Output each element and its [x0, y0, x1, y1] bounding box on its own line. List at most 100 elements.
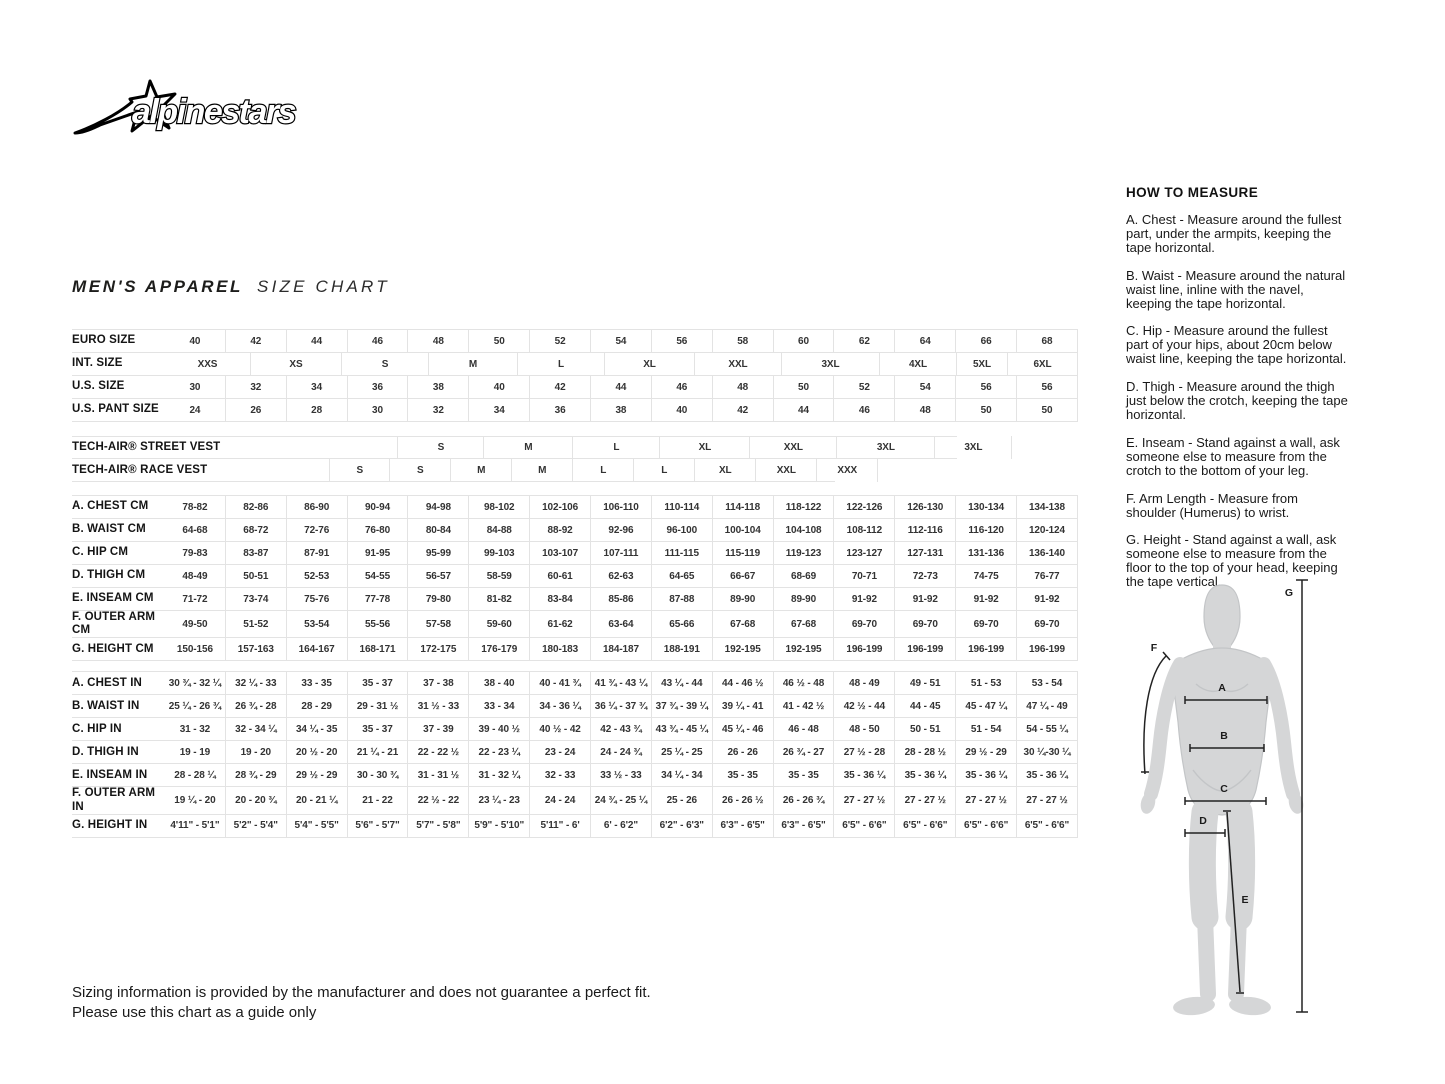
size-cell: 32 [226, 376, 287, 398]
size-cell: 5'11" - 6' [530, 814, 592, 837]
size-cell: 47 ¼ - 49 [1017, 695, 1078, 718]
table-row: EURO SIZE 40 42 44 46 48 50 52 54 56 58 60 62 64 66 68 [72, 330, 1078, 353]
size-cell: 69-70 [956, 611, 1018, 638]
size-cell: XXL [750, 436, 838, 459]
size-cell: 46 ½ - 48 [774, 672, 835, 695]
table-row: B. WAIST IN 25 ¼ - 26 ¾ 26 ¾ - 28 28 - 29 29… [72, 695, 1078, 719]
size-cell: 22 ½ - 22 [408, 787, 470, 814]
size-cell: 31 - 32 [165, 718, 226, 741]
size-cell: 118-122 [774, 496, 835, 518]
size-cell: 26 - 26 ½ [713, 787, 774, 814]
size-cell: 34 [469, 399, 531, 421]
size-cell: 57-58 [408, 611, 470, 638]
size-cell: 50 [469, 330, 531, 352]
size-cell: 53 - 54 [1017, 672, 1078, 695]
size-cell: XXX [817, 459, 879, 482]
size-cell: 77-78 [348, 588, 409, 610]
size-cell: 34 - 36 ¼ [530, 695, 592, 718]
size-cell: 196-199 [956, 638, 1018, 661]
size-cell: 32 - 33 [530, 764, 592, 787]
size-cell: 53-54 [287, 611, 348, 638]
size-cell: 104-108 [774, 519, 835, 541]
table-block: EURO SIZE 40 42 44 46 48 50 52 54 56 58 60 62 64 66 68 I… [72, 329, 1078, 422]
size-cell: 41 - 42 ½ [774, 695, 835, 718]
size-cell: 3XL [837, 436, 936, 459]
size-cell: 35 - 36 ¼ [1017, 764, 1078, 787]
size-cell: 83-84 [530, 588, 592, 610]
size-cell: 51 - 53 [956, 672, 1018, 695]
size-cell: 46 - 48 [774, 718, 835, 741]
row-label: G. HEIGHT IN [72, 819, 148, 832]
size-cell: 115-119 [713, 542, 774, 564]
size-cell: 76-77 [1017, 565, 1078, 587]
size-cell: 68-69 [774, 565, 835, 587]
alpinestars-logo: alpinestars [73, 79, 298, 135]
page-title: MEN'S APPAREL SIZE CHART [72, 277, 390, 297]
size-cell: 25 ¼ - 26 ¾ [165, 695, 226, 718]
size-cell: 119-123 [774, 542, 835, 564]
size-cell: 26 ¾ - 27 [774, 741, 835, 764]
table-row: INT. SIZE XXS XS S M L XL XXL 3XL 4XL 5XL 6XL [72, 353, 1078, 376]
size-cell: 58 [713, 330, 774, 352]
size-cell: 28 - 28 ½ [895, 741, 957, 764]
size-cell: 48 [408, 330, 470, 352]
size-cell: L [518, 353, 605, 375]
size-cell: 120-124 [1017, 519, 1078, 541]
size-cell: 65-66 [652, 611, 713, 638]
diagram-label-d: D [1199, 815, 1207, 827]
size-cell: 66-67 [713, 565, 774, 587]
size-cell: 20 - 21 ¼ [287, 787, 348, 814]
size-cell: 22 - 22 ½ [408, 741, 470, 764]
size-cell: 6'5" - 6'6" [956, 814, 1018, 837]
size-cell: XL [695, 459, 757, 482]
size-cell: 134-138 [1017, 496, 1078, 518]
size-cell: 54 [895, 376, 957, 398]
size-cell: 127-131 [895, 542, 957, 564]
size-cell: 33 - 35 [287, 672, 348, 695]
size-cell: 130-134 [956, 496, 1018, 518]
waist-measure-line [1189, 744, 1265, 752]
row-label: A. CHEST CM [72, 500, 149, 513]
size-cell: 4XL [880, 353, 957, 375]
size-cell: 3XL [782, 353, 880, 375]
size-cell: L [634, 459, 696, 482]
size-cell: 30 - 30 ¾ [348, 764, 409, 787]
size-cell: 38 [591, 399, 652, 421]
footer-disclaimer: Sizing information is provided by the ma… [72, 983, 651, 1024]
size-cell: 32 ¼ - 33 [226, 672, 287, 695]
size-cell: 32 [408, 399, 470, 421]
size-cell: 68 [1017, 330, 1078, 352]
size-cell: 6'2" - 6'3" [652, 814, 713, 837]
row-label: B. WAIST CM [72, 523, 146, 536]
size-cell: 72-76 [287, 519, 348, 541]
size-cell: 98-102 [469, 496, 531, 518]
size-cell: 74-75 [956, 565, 1018, 587]
size-cell: 52 [834, 376, 896, 398]
size-cell: 35 - 37 [348, 718, 409, 741]
alpinestars-star-icon [73, 79, 177, 135]
size-cell: 44 [774, 399, 835, 421]
size-cell: 110-114 [652, 496, 713, 518]
size-cell: 79-83 [165, 542, 226, 564]
row-label: E. INSEAM CM [72, 592, 154, 605]
alpinestars-wordmark: alpinestars [132, 93, 296, 131]
table-block: A. CHEST IN 30 ¾ - 32 ¼ 32 ¼ - 33 33 - 35 35… [72, 671, 1078, 838]
body-silhouette [1140, 584, 1304, 1016]
size-cell: 6' - 6'2" [591, 814, 652, 837]
size-cell: 50-51 [226, 565, 287, 587]
size-cell: 42 [530, 376, 592, 398]
size-cell: 33 ½ - 33 [591, 764, 652, 787]
size-cell: 39 ¼ - 41 [713, 695, 774, 718]
diagram-label-a: A [1218, 682, 1226, 694]
size-cell: 100-104 [713, 519, 774, 541]
table-row: B. WAIST CM 64-68 68-72 72-76 76-80 80-84 84-8… [72, 519, 1078, 542]
size-cell: 48 [895, 399, 957, 421]
size-cell: 69-70 [834, 611, 896, 638]
diagram-label-c: C [1220, 783, 1228, 795]
table-block: TECH-AIR® STREET VEST S M L XL XXL 3XL 3XL TECH-… [72, 436, 1078, 482]
arm-length-measure-line [1141, 651, 1171, 775]
size-cell: 58-59 [469, 565, 531, 587]
measure-item: G. Height - Stand against a wall, ask so… [1126, 532, 1338, 590]
size-cell: 41 ¾ - 43 ¼ [591, 672, 652, 695]
